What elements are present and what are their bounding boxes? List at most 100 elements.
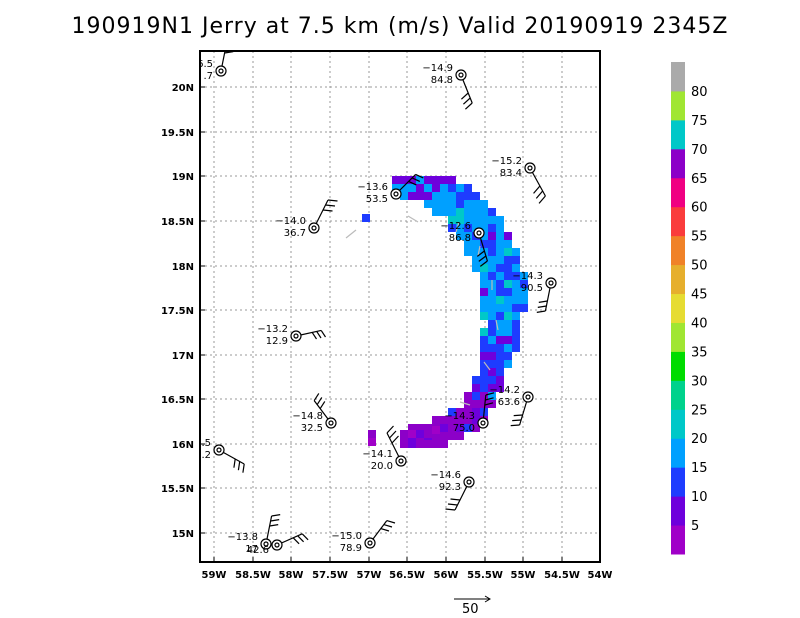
- station-humidity: 78.9: [340, 543, 362, 554]
- dropsonde-station: −13.212.9: [257, 324, 327, 347]
- station-circle: [545, 277, 557, 289]
- station-circle: [524, 162, 536, 174]
- lon-tick-label: 55.5W: [467, 570, 503, 581]
- dropsonde-station: −14.390.5: [512, 271, 557, 313]
- colorbar-swatch: [671, 62, 685, 92]
- station-temperature: −15.2: [491, 156, 522, 167]
- station-temperature: −14.0: [275, 216, 306, 227]
- station-temperature: −13.8: [227, 532, 258, 543]
- station-circle: [213, 444, 225, 456]
- station-temperature: −14.1: [362, 449, 393, 460]
- lon-tick-label: 59W: [202, 570, 227, 581]
- colorbar-label: 75: [691, 114, 708, 129]
- colorbar-label: 55: [691, 230, 708, 245]
- station-humidity: 53.5: [366, 194, 388, 205]
- station-humidity: 90.5: [521, 283, 543, 294]
- lat-tick-label: 20N: [172, 83, 194, 94]
- wind-barbs: −14.984.8 −15.283.4 −13.653.5 −14.036.7 −12.…: [197, 51, 557, 556]
- colorbar-swatch: [671, 293, 685, 323]
- station-humidity: 12.9: [266, 336, 288, 347]
- lon-tick-label: 58.5W: [235, 570, 271, 581]
- colorbar-label: 15: [691, 461, 708, 476]
- colorbar-swatch: [671, 90, 685, 121]
- station-humidity: 32.5: [301, 423, 323, 434]
- colorbar-swatch: [671, 351, 685, 381]
- colorbar-swatch: [671, 322, 685, 352]
- dropsonde-station: −12.686.8: [440, 221, 488, 267]
- lat-tick-label: 16.5N: [161, 395, 194, 406]
- dropsonde-station: −13.817: [227, 514, 281, 555]
- lon-tick-label: 57.5W: [312, 570, 348, 581]
- station-humidity: 75.0: [453, 423, 475, 434]
- lat-tick-label: 19.5N: [161, 128, 194, 139]
- colorbar-label: 30: [691, 374, 708, 389]
- station-circle: [308, 222, 320, 234]
- station-temperature: −14.3: [512, 271, 543, 282]
- colorbar-label: 45: [691, 288, 708, 303]
- dropsonde-station: .5.2: [201, 438, 245, 473]
- latitude-labels: 15N 15.5N 16N 16.5N 17N 17.5N 18N 18.5N 19N 19.5N…: [161, 83, 194, 540]
- station-circle: [364, 537, 376, 549]
- colorbar-swatch: [671, 148, 685, 179]
- lon-tick-label: 56.5W: [389, 570, 425, 581]
- wind-vectors: [345, 215, 499, 406]
- dropsonde-station: −14.036.7: [275, 199, 338, 239]
- station-temperature: 6.5: [197, 59, 213, 70]
- station-circle: [271, 539, 283, 551]
- dropsonde-station: −14.984.8: [422, 63, 473, 110]
- station-humidity: .2: [201, 450, 211, 461]
- station-humidity: 86.8: [449, 233, 471, 244]
- station-temperature: −15.0: [331, 531, 362, 542]
- lon-tick-label: 54W: [588, 570, 613, 581]
- colorbar-swatch: [671, 235, 685, 266]
- station-humidity: 17: [245, 544, 258, 555]
- map-title: 190919N1 Jerry at 7.5 km (m/s) Valid 201…: [71, 14, 729, 39]
- station-humidity: 42.6: [247, 545, 269, 556]
- station-circle: [260, 538, 272, 550]
- colorbar-label: 40: [691, 316, 708, 331]
- station-circle: [390, 188, 402, 200]
- dropsonde-station: −14.692.3: [430, 470, 475, 511]
- plot-frame: [199, 50, 601, 563]
- station-humidity: 92.3: [439, 482, 461, 493]
- station-circle: [215, 65, 227, 77]
- colorbar: 5 10 15 20 25 30 35 40 45 50 55 60 65 70 75 80: [671, 62, 708, 555]
- colorbar-label: 50: [691, 259, 708, 274]
- lat-tick-label: 16N: [172, 440, 194, 451]
- colorbar-swatch: [671, 206, 685, 237]
- colorbar-label: 70: [691, 143, 708, 158]
- lon-tick-label: 55W: [511, 570, 536, 581]
- lat-tick-label: 15.5N: [161, 484, 194, 495]
- dropsonde-station: −14.375.0: [444, 392, 495, 434]
- station-circle: [325, 417, 337, 429]
- station-circle: [290, 330, 302, 342]
- dropsonde-station: −14.832.5: [292, 393, 337, 434]
- lat-tick-label: 19N: [172, 172, 194, 183]
- station-temperature: −14.8: [292, 411, 323, 422]
- colorbar-label: 80: [691, 85, 708, 100]
- lon-tick-label: 58W: [279, 570, 304, 581]
- lon-tick-label: 57W: [357, 570, 382, 581]
- station-temperature: −14.3: [444, 411, 475, 422]
- colorbar-swatch: [671, 380, 685, 410]
- colorbar-label: 10: [691, 490, 708, 505]
- scale-label: 50: [462, 602, 479, 617]
- dropsonde-station: −14.263.6: [489, 385, 534, 427]
- station-humidity: .7: [203, 71, 213, 82]
- colorbar-label: 20: [691, 432, 708, 447]
- dropsonde-station: −15.078.9: [331, 520, 396, 554]
- station-circle: [522, 391, 534, 403]
- station-humidity: 36.7: [284, 228, 306, 239]
- lon-tick-label: 56W: [434, 570, 459, 581]
- colorbar-label: 60: [691, 201, 708, 216]
- dropsonde-station: 42.6: [247, 533, 309, 556]
- colorbar-label: 65: [691, 172, 708, 187]
- lat-tick-label: 17N: [172, 351, 194, 362]
- station-circle: [455, 69, 467, 81]
- station-temperature: −13.6: [357, 182, 388, 193]
- station-humidity: 83.4: [500, 168, 522, 179]
- colorbar-label: 25: [691, 403, 708, 418]
- station-temperature: −14.6: [430, 470, 461, 481]
- colorbar-swatch: [671, 525, 685, 555]
